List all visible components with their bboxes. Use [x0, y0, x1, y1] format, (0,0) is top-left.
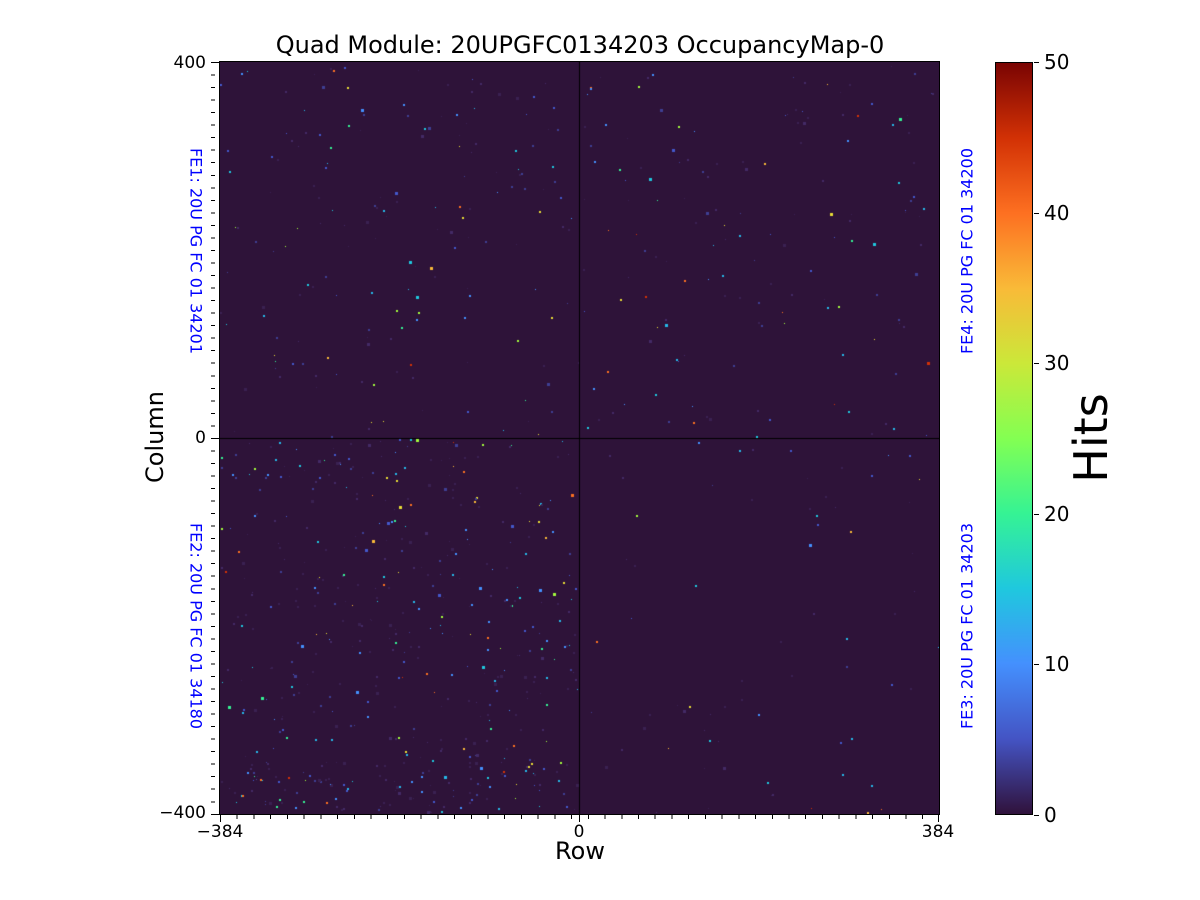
colorbar-tick-label: 30: [1044, 351, 1070, 375]
colorbar-tick: [1034, 514, 1039, 515]
x-tick-label: −384: [196, 822, 244, 842]
fe3-label: FE3: 20U PG FC 01 34203: [957, 522, 977, 730]
x-tick-label: 384: [921, 822, 955, 842]
colorbar-label: Hits: [1064, 393, 1118, 483]
colorbar-tick: [1034, 815, 1039, 816]
x-axis-label: Row: [555, 837, 605, 865]
y-major-tick: [212, 62, 219, 63]
colorbar-tick: [1034, 363, 1039, 364]
colorbar-tick-label: 10: [1044, 652, 1070, 676]
colorbar-tick: [1034, 62, 1039, 63]
fe4-label: FE4: 20U PG FC 01 34200: [957, 147, 977, 355]
colorbar-tick-label: 40: [1044, 201, 1070, 225]
y-tick-label: −400: [159, 803, 206, 823]
y-major-tick: [212, 438, 219, 439]
colorbar-tick: [1034, 213, 1039, 214]
colorbar-tick-label: 50: [1044, 50, 1070, 74]
heatmap-canvas: [220, 62, 939, 814]
y-minor-ticks: [211, 62, 215, 815]
colorbar-tick-label: 20: [1044, 502, 1070, 526]
fe1-label: FE1: 20U PG FC 01 34201: [186, 147, 206, 355]
y-major-tick: [212, 814, 219, 815]
x-minor-ticks: [220, 815, 939, 819]
x-tick-label: 0: [573, 822, 585, 842]
chart-title: Quad Module: 20UPGFC0134203 OccupancyMap…: [275, 31, 885, 59]
y-axis-label: Column: [141, 391, 169, 483]
colorbar-tick-label: 0: [1044, 803, 1057, 827]
fe2-label: FE2: 20U PG FC 01 34180: [186, 522, 206, 730]
y-tick-label: 0: [195, 428, 206, 448]
colorbar: [995, 62, 1033, 815]
colorbar-tick: [1034, 664, 1039, 665]
y-tick-label: 400: [173, 53, 206, 73]
